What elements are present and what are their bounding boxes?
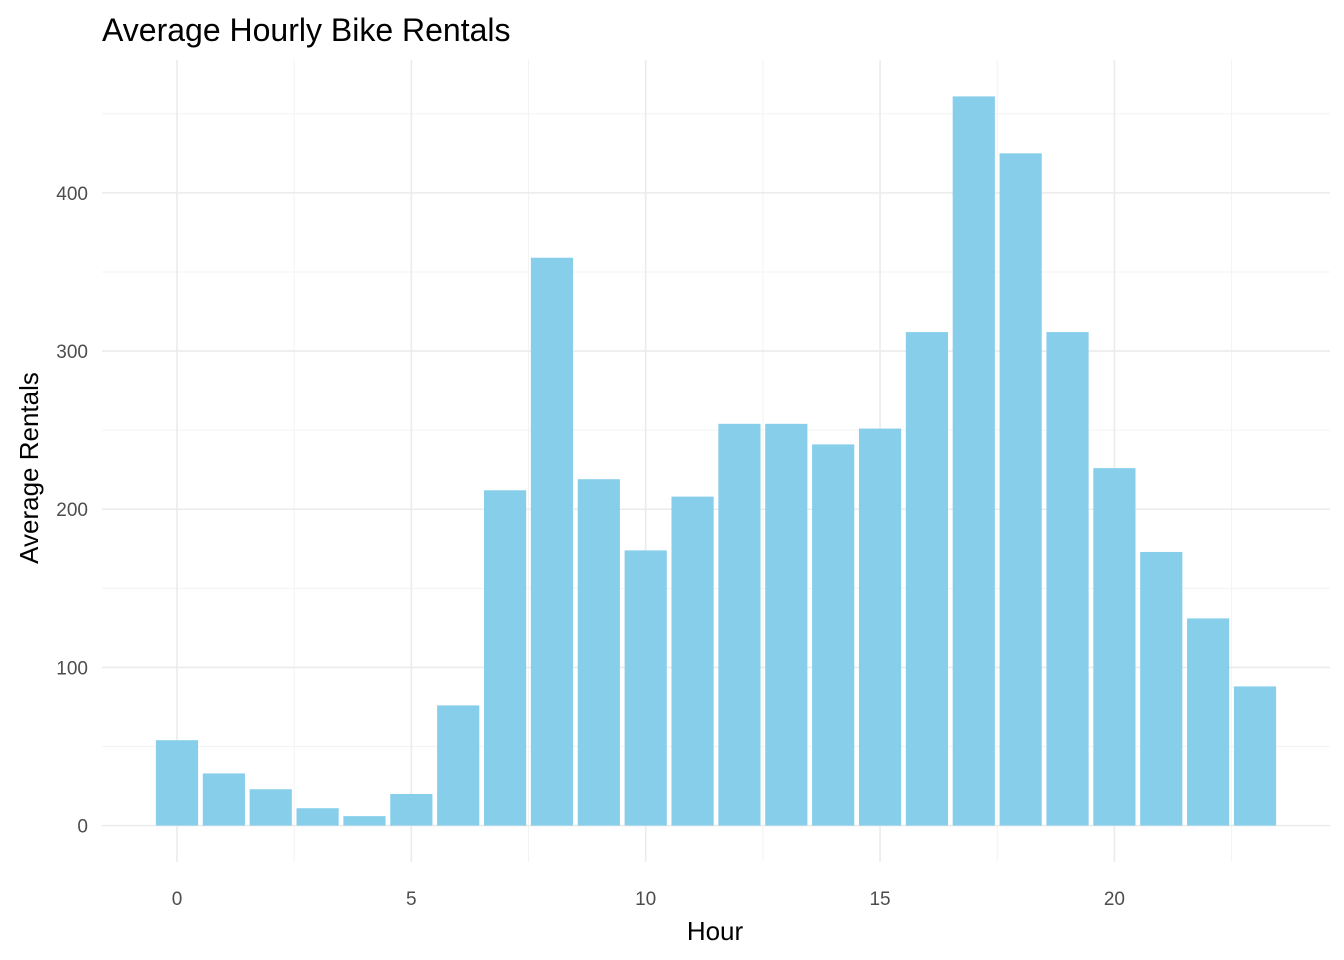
bar-hour-21	[1140, 551, 1183, 826]
bar-hour-9	[577, 479, 620, 826]
y-axis-title: Average Rentals	[14, 372, 44, 564]
x-tick-label: 5	[406, 889, 417, 910]
bar-hour-4	[343, 816, 386, 826]
bar-hour-15	[858, 428, 902, 826]
x-tick-label: 20	[1104, 889, 1125, 910]
y-tick-label: 200	[56, 500, 88, 521]
bar-hour-3	[296, 808, 339, 826]
y-tick-label: 0	[77, 817, 88, 838]
y-axis-ticks: 0 100 200 300 400	[56, 184, 88, 838]
bar-hour-0	[155, 740, 199, 826]
bar-hour-2	[249, 789, 292, 826]
bar-hour-10	[624, 550, 667, 826]
bar-hour-7	[483, 490, 527, 826]
bars	[155, 96, 1277, 826]
chart-title: Average Hourly Bike Rentals	[102, 12, 511, 48]
bar-hour-6	[437, 705, 480, 826]
bar-hour-14	[812, 444, 855, 826]
bar-hour-13	[765, 423, 808, 826]
bar-hour-16	[905, 332, 949, 826]
x-tick-label: 10	[635, 889, 656, 910]
bar-hour-20	[1093, 468, 1136, 826]
bar-hour-12	[718, 423, 761, 826]
bar-hour-11	[671, 496, 714, 826]
bar-hour-18	[999, 153, 1042, 826]
y-tick-label: 400	[56, 184, 88, 205]
y-tick-label: 300	[56, 342, 88, 363]
x-tick-label: 15	[869, 889, 890, 910]
bar-hour-19	[1046, 332, 1089, 826]
bar-hour-1	[202, 773, 245, 826]
x-axis-title: Hour	[687, 916, 744, 946]
bar-hour-5	[390, 793, 433, 826]
bar-hour-8	[530, 257, 574, 826]
x-axis-ticks: 0 5 10 15 20	[172, 889, 1125, 910]
x-tick-label: 0	[172, 889, 183, 910]
bar-hour-22	[1187, 618, 1230, 826]
y-tick-label: 100	[56, 658, 88, 679]
bar-hour-23	[1233, 686, 1277, 826]
bar-hour-17	[952, 96, 995, 826]
